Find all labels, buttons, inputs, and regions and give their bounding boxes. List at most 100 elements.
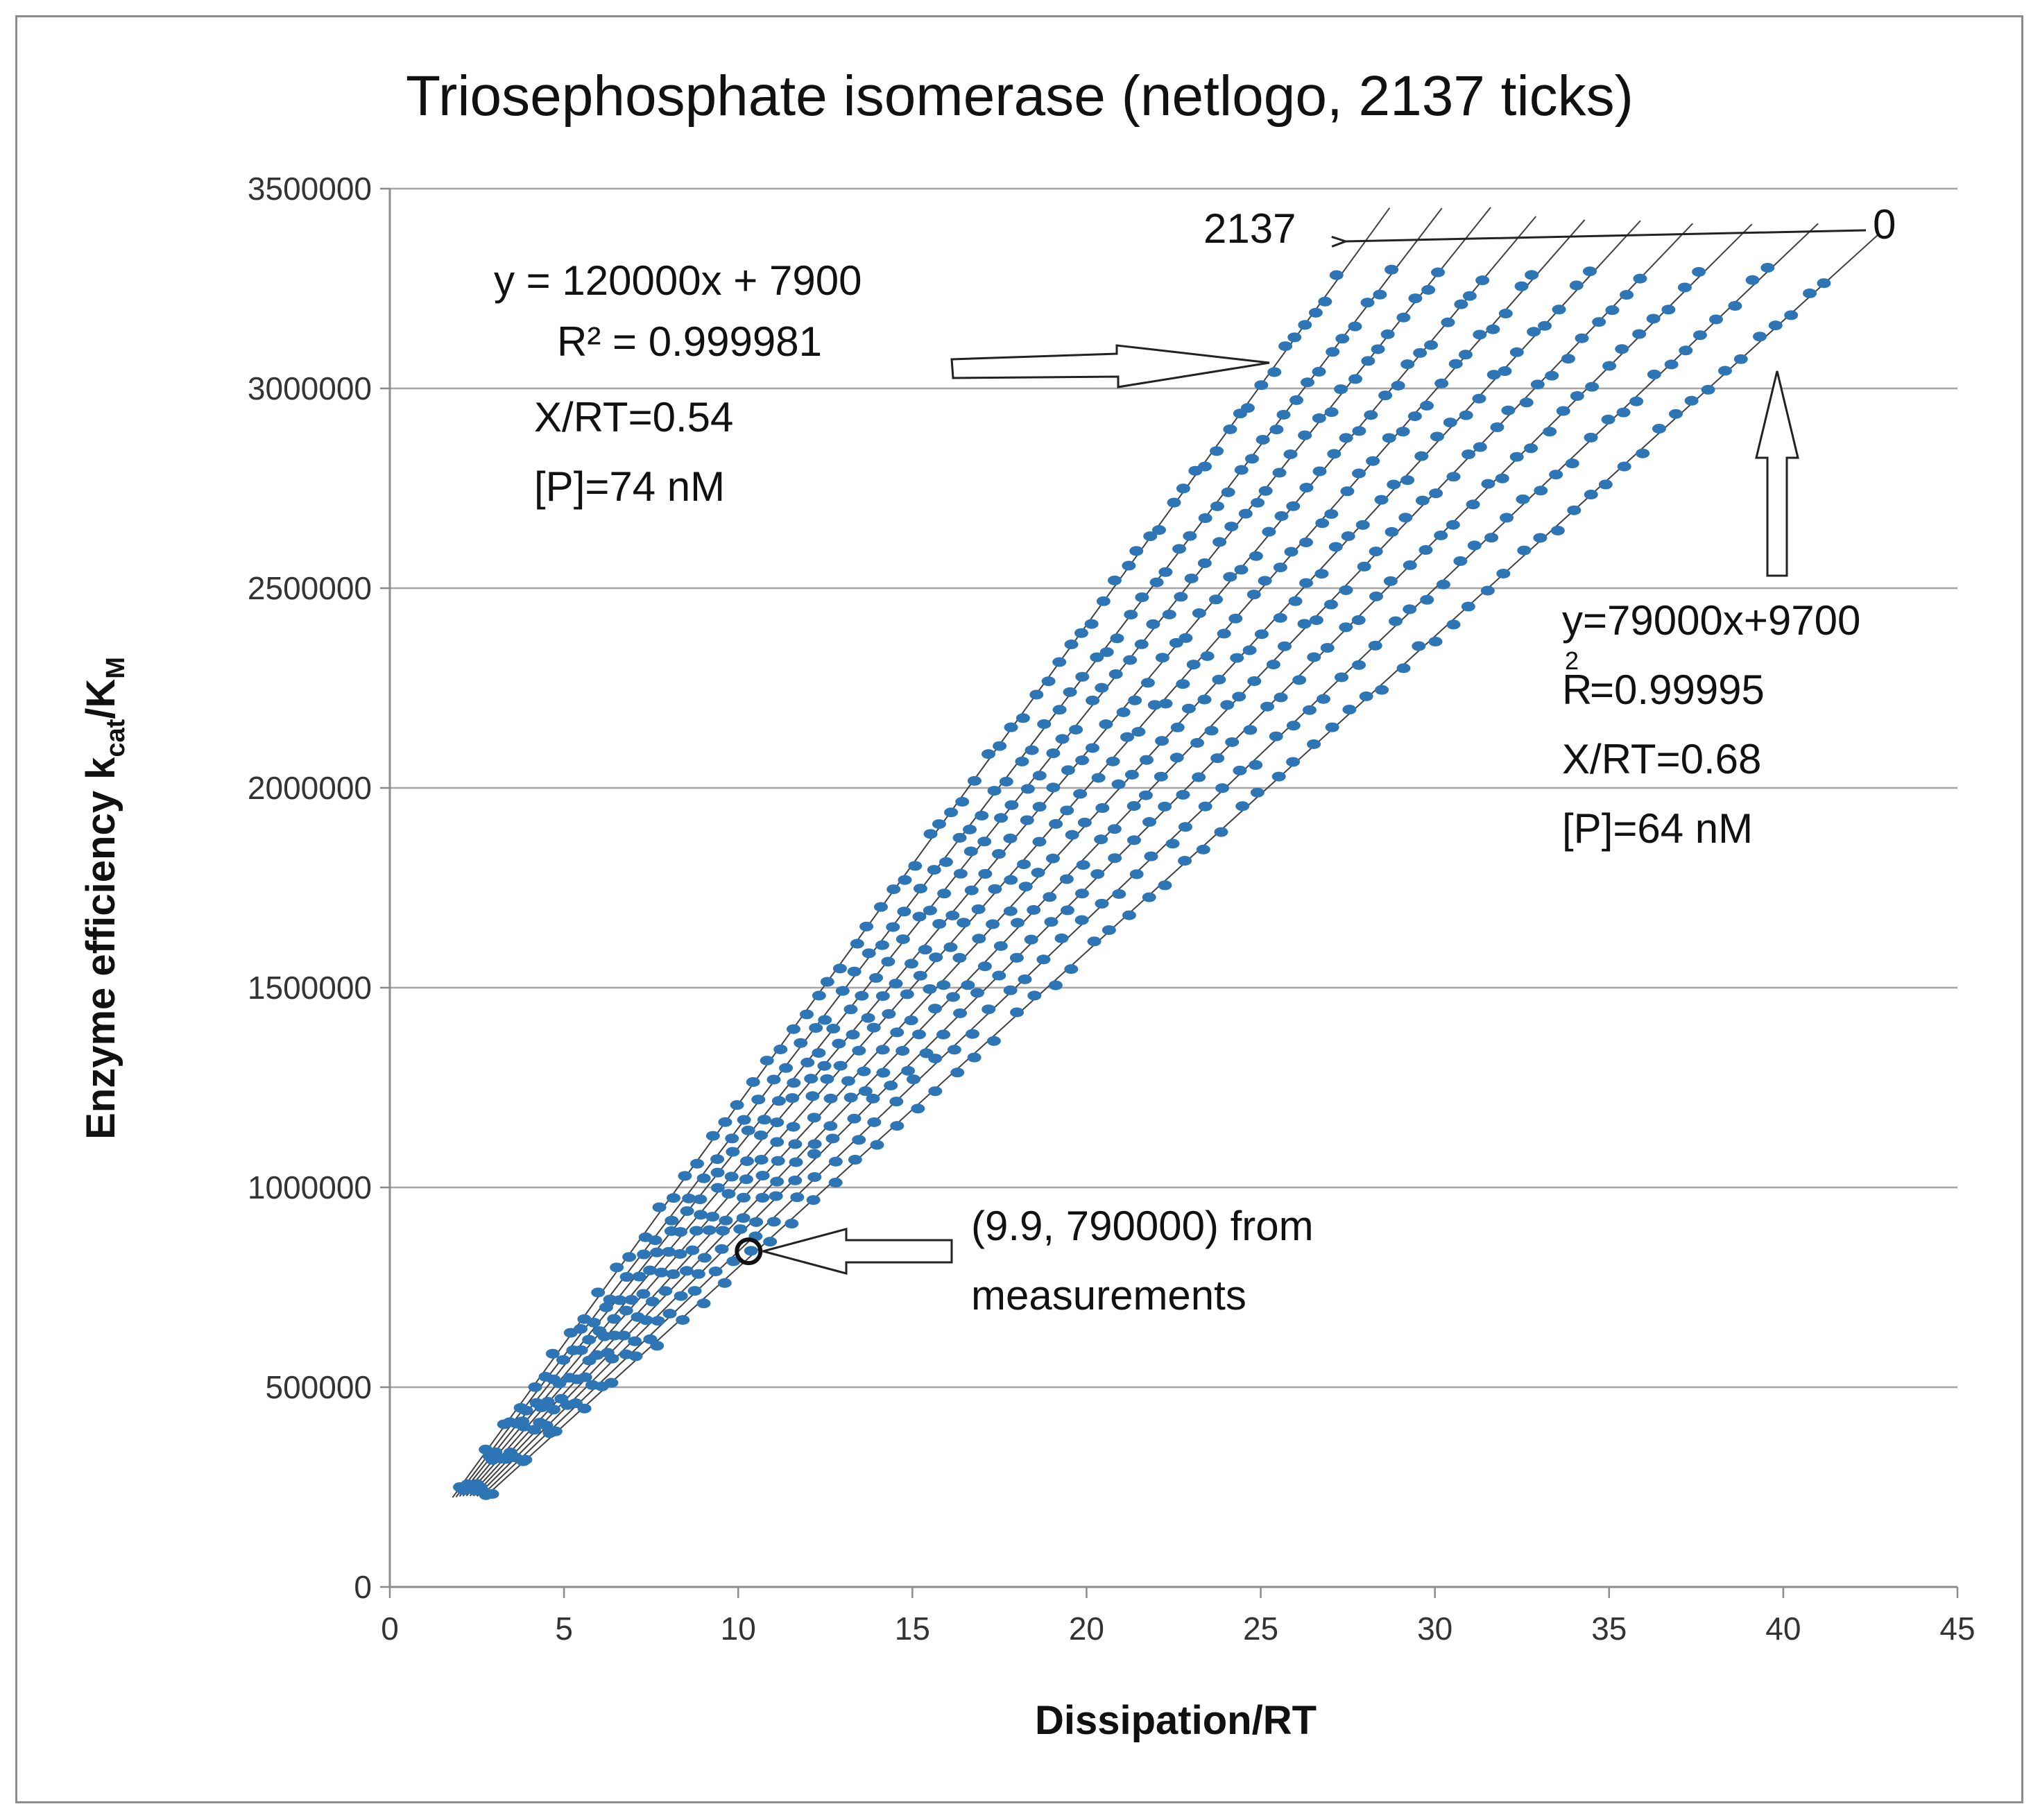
data-point (1803, 288, 1817, 298)
data-point (1286, 721, 1301, 731)
data-point (1340, 486, 1355, 497)
data-point (1274, 511, 1289, 522)
data-point (1418, 544, 1433, 555)
data-point (875, 1045, 890, 1055)
data-point (1400, 475, 1415, 486)
data-point (1087, 936, 1102, 947)
data-point (710, 1154, 725, 1165)
data-point (1323, 599, 1338, 610)
data-point (889, 1097, 904, 1107)
data-point (1617, 461, 1631, 472)
data-point (1045, 853, 1060, 864)
data-point (1158, 567, 1173, 577)
data-point (1225, 737, 1240, 747)
data-point (994, 813, 1009, 823)
data-point (870, 1140, 884, 1150)
data-point (873, 902, 888, 912)
data-point (1339, 622, 1353, 633)
data-point (1183, 531, 1197, 541)
data-point (786, 1122, 800, 1132)
data-point (1585, 381, 1600, 392)
data-point (1430, 431, 1444, 442)
data-point (1262, 526, 1276, 537)
data-point (850, 938, 864, 949)
data-point (1155, 653, 1169, 663)
data-point (485, 1488, 499, 1499)
trendline (483, 234, 1878, 1499)
data-point (1111, 779, 1126, 789)
data-point (1025, 745, 1039, 755)
data-point (952, 952, 967, 963)
trendline (452, 207, 1391, 1498)
data-point (1733, 354, 1748, 364)
data-point (667, 1193, 681, 1203)
data-point (1413, 347, 1428, 358)
data-point (1052, 657, 1067, 667)
data-point (1192, 608, 1206, 619)
data-point (835, 986, 850, 996)
data-point (1434, 530, 1448, 540)
data-point (1029, 689, 1044, 700)
data-point (1473, 442, 1487, 452)
data-point (1408, 293, 1423, 304)
data-point (823, 1093, 838, 1104)
data-point (1668, 409, 1683, 419)
data-point (1074, 915, 1089, 925)
data-point (937, 888, 952, 899)
data-point (1396, 427, 1410, 437)
data-point (1167, 497, 1181, 508)
data-point (1032, 802, 1047, 812)
data-point (826, 1024, 841, 1034)
data-point (1462, 291, 1477, 301)
data-point (1176, 789, 1190, 800)
data-point (1400, 359, 1415, 370)
data-point (590, 1350, 604, 1360)
data-point (612, 1295, 627, 1305)
data-point (1466, 499, 1480, 510)
data-point (918, 945, 932, 955)
data-point (848, 1154, 862, 1165)
annotation-right-xrt: X/RT=0.68 (1562, 736, 1761, 782)
data-point (1446, 619, 1461, 630)
annotation-right-r2-prefix: R (1562, 667, 1592, 713)
data-point (714, 1244, 729, 1254)
data-point (658, 1286, 673, 1296)
data-point (1359, 691, 1373, 701)
data-point (1620, 290, 1634, 300)
data-point (846, 1029, 860, 1040)
data-point (737, 1192, 751, 1203)
annotation-right-r2-value: =0.99995 (1590, 667, 1765, 713)
data-point (807, 1139, 822, 1149)
data-point (1181, 703, 1196, 714)
data-point (952, 832, 967, 843)
data-point (1200, 651, 1215, 661)
data-point (1258, 486, 1273, 496)
data-point (1461, 601, 1475, 612)
data-point (1086, 695, 1100, 705)
data-point (1215, 783, 1230, 793)
data-point (1124, 610, 1138, 620)
data-point (1131, 727, 1146, 737)
data-point (1230, 653, 1244, 663)
data-point (1233, 765, 1247, 775)
data-point (1178, 856, 1192, 866)
data-point (1176, 483, 1190, 494)
data-point (1217, 628, 1231, 639)
data-point (1135, 592, 1149, 603)
data-point (1172, 544, 1187, 554)
data-point (1298, 320, 1312, 330)
data-point (1003, 906, 1018, 916)
data-point (591, 1287, 606, 1298)
data-point (1004, 722, 1018, 732)
data-point (1679, 345, 1693, 356)
data-point (823, 1121, 838, 1131)
annotation-right-p: [P]=64 nM (1562, 805, 1753, 852)
data-point (1107, 824, 1122, 834)
data-point (1134, 639, 1149, 649)
data-point (1391, 380, 1405, 390)
data-point (1561, 354, 1575, 364)
data-point (730, 1100, 744, 1110)
y-axis-title-mid: /K (78, 679, 123, 719)
data-point (928, 1054, 943, 1064)
data-point (1498, 366, 1512, 377)
